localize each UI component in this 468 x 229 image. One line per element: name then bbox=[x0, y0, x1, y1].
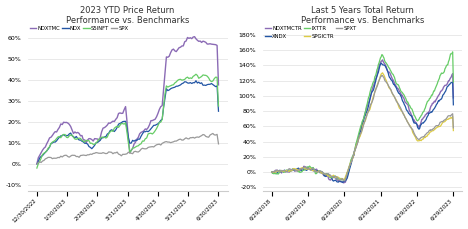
Title: 2023 YTD Price Return
Performance vs. Benchmarks: 2023 YTD Price Return Performance vs. Be… bbox=[66, 5, 190, 25]
Legend: NDXTMCTR, XNDX, IXTTR, SPGICTR, SPXT: NDXTMCTR, XNDX, IXTTR, SPGICTR, SPXT bbox=[263, 24, 358, 41]
Legend: NDXTMC, NDX, S5INFT, SPX: NDXTMC, NDX, S5INFT, SPX bbox=[28, 24, 131, 33]
Title: Last 5 Years Total Return
Performance vs. Benchmarks: Last 5 Years Total Return Performance vs… bbox=[301, 5, 424, 25]
